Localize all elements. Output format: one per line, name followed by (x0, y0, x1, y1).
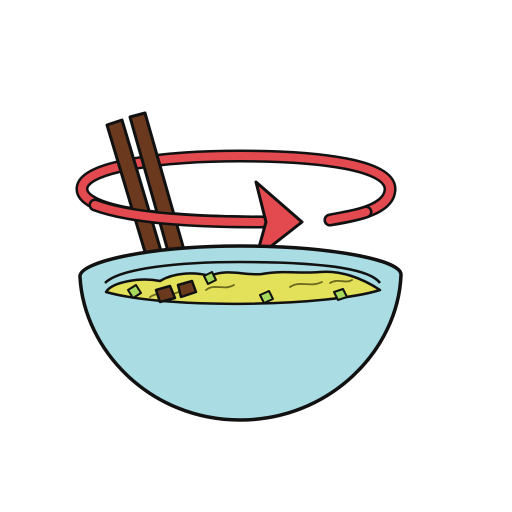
circular-arrow-icon-front (88, 180, 373, 260)
herb-flakes-icon (127, 271, 348, 304)
chopstick-tips (154, 279, 198, 304)
